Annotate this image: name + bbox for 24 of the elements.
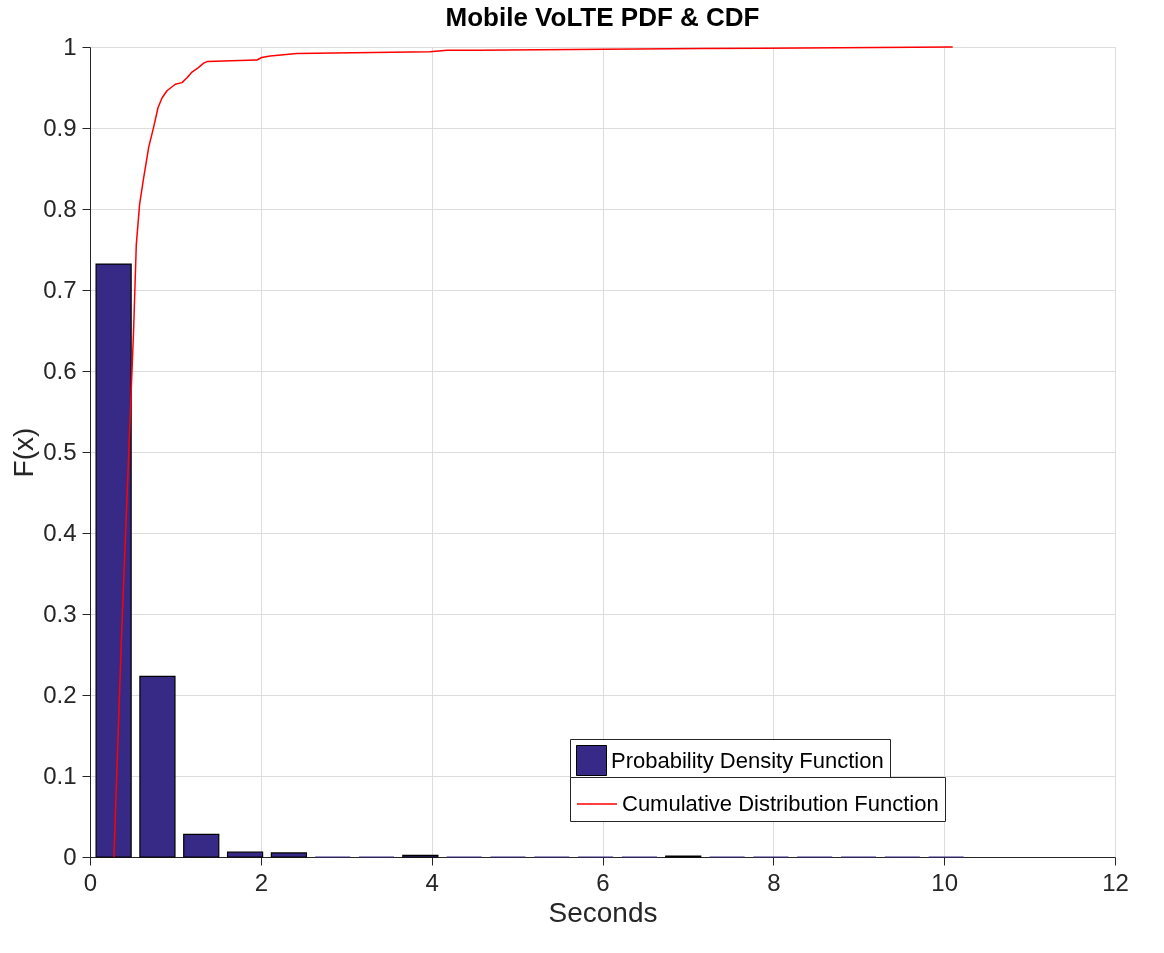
y-tick-label: 0.4 [43,518,77,546]
y-tick-label: 0.5 [43,437,77,465]
x-tick-label: 6 [596,868,610,896]
y-tick-label: 0.6 [43,356,77,384]
x-axis-title: Seconds [548,896,658,928]
x-tick-label: 4 [425,868,439,896]
x-tick-label: 10 [931,868,959,896]
y-tick-label: 1 [63,32,77,60]
legend-label: Probability Density Function [611,747,884,773]
y-axis-title: F(x) [8,427,40,478]
y-tick-label: 0.7 [43,275,77,303]
y-tick-label: 0.1 [43,761,77,789]
chart-title: Mobile VoLTE PDF & CDF [445,2,760,32]
y-tick-label: 0.9 [43,113,77,141]
x-tick-label: 8 [767,868,781,896]
x-tick-label: 12 [1102,868,1129,896]
x-tick-label: 2 [254,868,269,896]
y-tick-label: 0 [63,842,77,870]
x-tick-label: 0 [83,868,98,896]
y-tick-label: 0.2 [43,680,77,708]
y-tick-label: 0.8 [43,194,77,222]
legend-label: Cumulative Distribution Function [622,791,939,816]
y-tick-label: 0.3 [43,599,77,627]
line-series [113,46,954,858]
